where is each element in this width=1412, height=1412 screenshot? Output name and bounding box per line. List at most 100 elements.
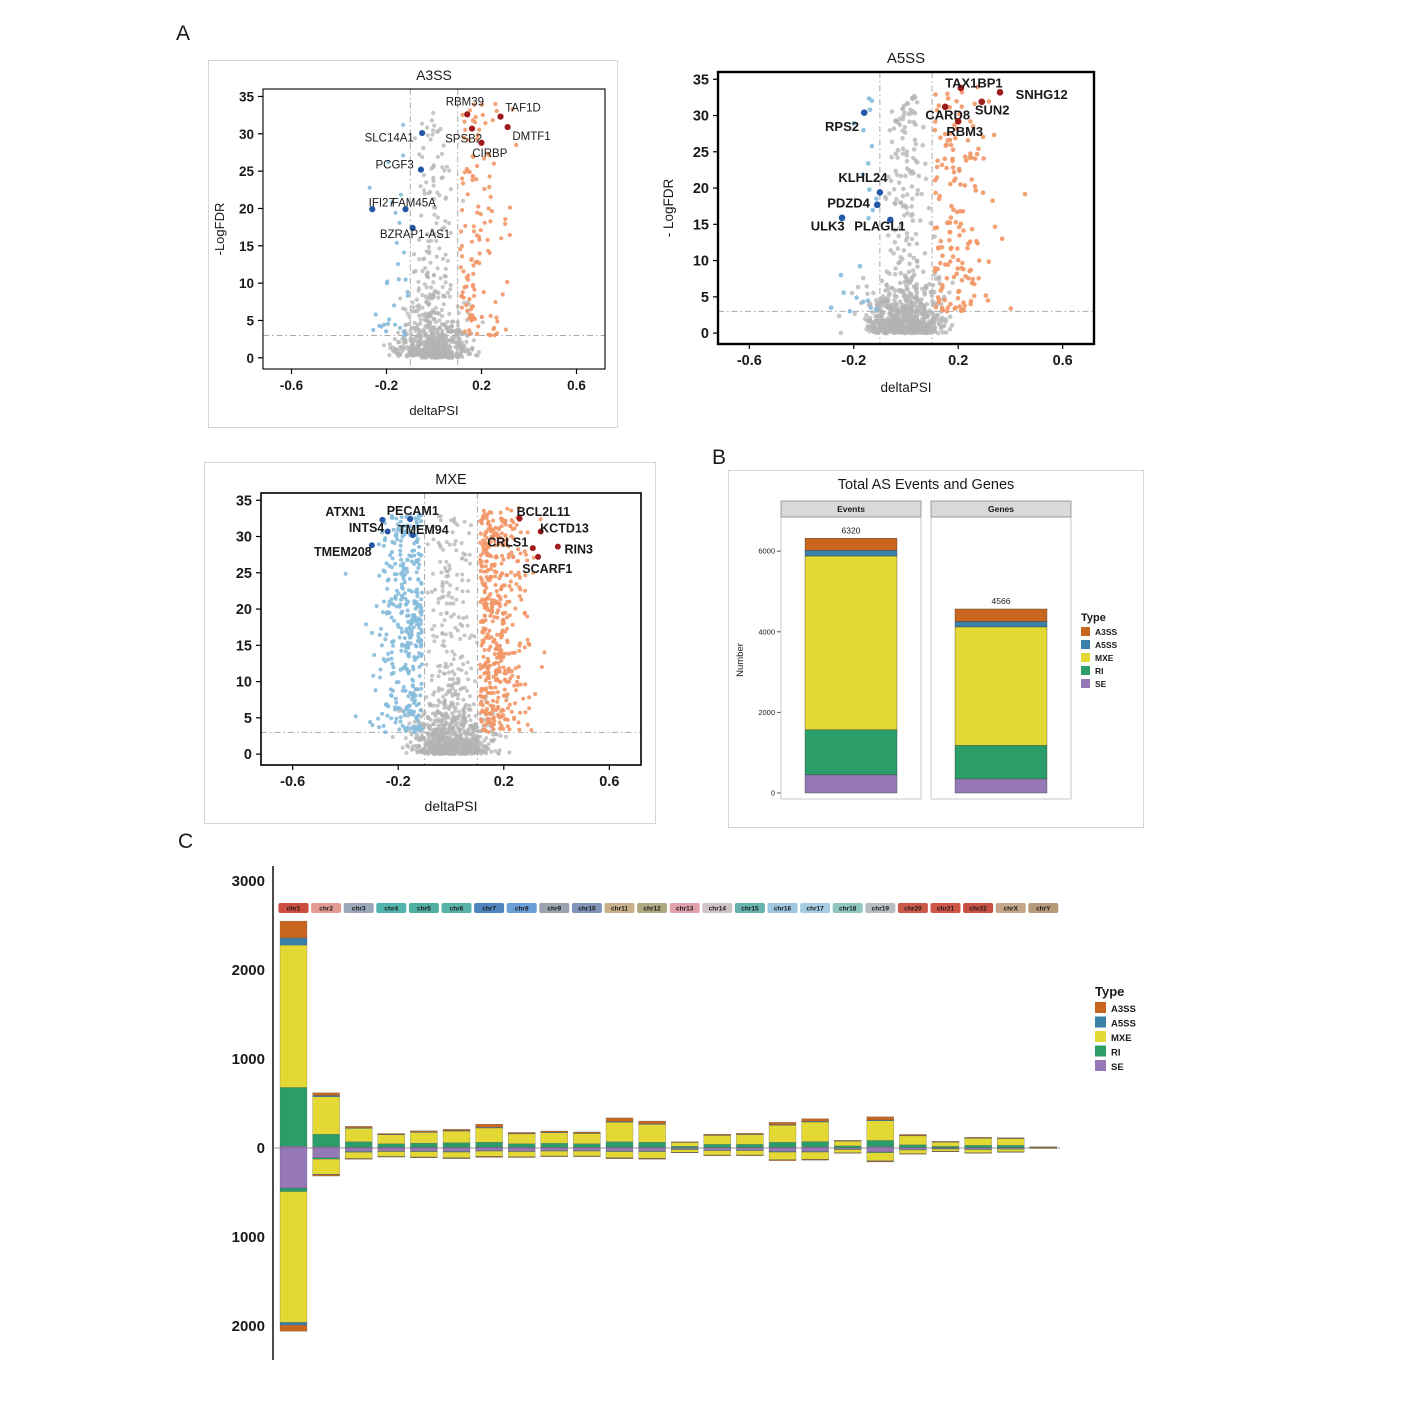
bar-pos-mxe <box>736 1134 764 1145</box>
labeled-gene-point <box>996 89 1004 96</box>
data-point <box>423 743 428 748</box>
data-point <box>417 303 422 308</box>
data-point <box>456 692 461 697</box>
data-point <box>475 210 480 215</box>
data-point <box>465 308 470 313</box>
data-point <box>922 250 928 256</box>
data-point <box>434 354 440 359</box>
data-point <box>438 518 443 523</box>
data-point <box>456 323 461 328</box>
data-point <box>414 644 419 649</box>
chart-title: MXE <box>435 472 467 488</box>
gene-label: RBM39 <box>446 97 484 109</box>
bar-pos-a3ss <box>573 1131 601 1134</box>
data-point <box>397 352 402 357</box>
data-point <box>506 555 511 560</box>
data-point <box>402 636 407 640</box>
data-point <box>458 229 464 234</box>
data-point <box>463 745 468 750</box>
data-point <box>934 108 940 113</box>
data-point <box>444 711 449 716</box>
data-point <box>391 527 396 532</box>
data-point <box>437 246 442 251</box>
data-point <box>443 266 448 271</box>
data-point <box>442 671 447 676</box>
data-point <box>453 332 458 337</box>
data-point <box>484 700 489 705</box>
data-point <box>476 350 481 355</box>
data-point <box>426 244 432 250</box>
as-totals-chart: Total AS Events and Genes0200040006000Nu… <box>735 477 1118 800</box>
bar-neg-mxe <box>866 1152 894 1161</box>
data-point <box>403 323 408 328</box>
data-point <box>892 297 897 303</box>
data-point <box>419 121 425 126</box>
bar-neg-se <box>866 1147 894 1153</box>
chr-chip-label: chr17 <box>806 906 824 913</box>
data-point <box>484 596 488 601</box>
data-point <box>508 579 513 584</box>
data-point <box>442 706 447 710</box>
data-point <box>406 694 411 699</box>
data-point <box>403 340 408 345</box>
data-point <box>937 193 942 199</box>
data-point <box>910 218 916 223</box>
data-point <box>479 314 485 320</box>
data-point <box>441 337 446 342</box>
data-point <box>531 570 536 575</box>
volcano-mxe-chart: -0.6 -0.2 0.2 0.605101520253035deltaPSIMXEA… <box>236 472 642 814</box>
bar-pos-a3ss <box>442 1129 471 1131</box>
data-point <box>914 285 919 290</box>
data-point <box>478 675 483 679</box>
data-point <box>460 686 465 691</box>
data-point <box>949 323 955 328</box>
data-point <box>923 161 928 167</box>
data-point <box>893 266 898 271</box>
data-point <box>493 574 498 579</box>
labeled-gene-point <box>535 553 542 560</box>
data-point <box>449 324 455 329</box>
data-point <box>438 612 443 616</box>
data-point <box>484 585 489 590</box>
data-point <box>901 248 907 253</box>
data-point <box>459 305 464 310</box>
data-point <box>432 639 437 644</box>
data-point <box>440 175 445 180</box>
data-point <box>408 690 413 695</box>
data-point <box>431 110 436 116</box>
bar-pos-a3ss <box>736 1133 764 1135</box>
data-point <box>431 633 436 638</box>
data-point <box>886 174 891 180</box>
data-point <box>393 577 398 582</box>
data-point <box>503 221 508 226</box>
data-point <box>415 603 420 608</box>
data-point <box>450 530 455 535</box>
data-point <box>461 662 466 667</box>
data-point <box>437 736 442 741</box>
chr-chip-label: chr15 <box>741 906 759 913</box>
data-point <box>898 271 904 276</box>
bar-segment-se <box>804 774 898 794</box>
data-point <box>880 294 886 299</box>
legend-swatch-a3ss <box>1081 627 1090 636</box>
data-point <box>436 291 441 296</box>
data-point <box>935 330 941 336</box>
data-point <box>464 738 469 742</box>
data-point <box>486 690 491 695</box>
data-point <box>887 128 893 133</box>
data-point <box>487 184 492 190</box>
data-point <box>383 536 388 541</box>
data-point <box>885 286 890 292</box>
data-point <box>407 576 412 581</box>
data-point <box>911 317 917 323</box>
data-point <box>432 738 437 743</box>
data-point <box>399 611 404 616</box>
data-point <box>484 736 489 740</box>
data-point <box>469 523 473 528</box>
data-point <box>402 665 407 670</box>
data-point <box>440 342 445 347</box>
data-point <box>449 329 454 334</box>
data-point <box>908 107 913 113</box>
labeled-gene-point <box>529 545 536 552</box>
